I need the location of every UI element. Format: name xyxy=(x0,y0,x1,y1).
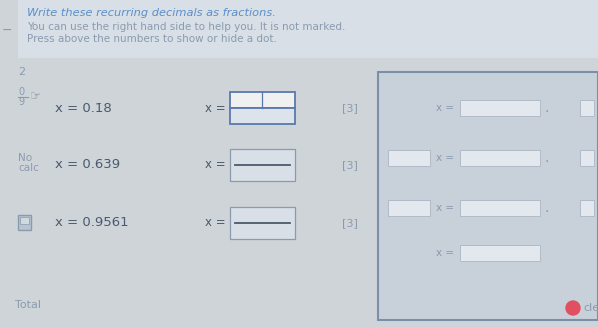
Text: 0: 0 xyxy=(18,87,24,97)
Bar xyxy=(460,200,540,216)
Text: [3]: [3] xyxy=(342,103,358,113)
Text: .: . xyxy=(544,101,548,115)
Text: Press above the numbers to show or hide a dot.: Press above the numbers to show or hide … xyxy=(27,34,277,44)
Bar xyxy=(230,149,295,181)
Bar xyxy=(580,200,594,216)
Bar xyxy=(18,0,598,58)
Text: x = 0.6̇3̇9: x = 0.6̇3̇9 xyxy=(55,159,120,171)
Text: No: No xyxy=(18,153,32,163)
Text: .: . xyxy=(544,151,548,165)
Text: x =: x = xyxy=(436,248,454,258)
Text: You can use the right hand side to help you. It is not marked.: You can use the right hand side to help … xyxy=(27,22,346,32)
Bar xyxy=(230,92,295,108)
Text: x =: x = xyxy=(436,203,454,213)
Text: −: − xyxy=(2,24,13,37)
Text: ☞: ☞ xyxy=(30,91,41,104)
Bar xyxy=(20,217,29,224)
Text: [3]: [3] xyxy=(342,218,358,228)
Text: 2: 2 xyxy=(18,67,25,77)
Text: x = 0.956̇1: x = 0.956̇1 xyxy=(55,216,129,230)
Bar xyxy=(18,215,31,230)
Text: x =: x = xyxy=(205,216,225,230)
Bar xyxy=(460,150,540,166)
Text: x =: x = xyxy=(436,153,454,163)
Text: calc: calc xyxy=(18,163,39,173)
Bar xyxy=(388,200,430,216)
Text: x =: x = xyxy=(436,103,454,113)
Bar xyxy=(388,150,430,166)
Text: 9: 9 xyxy=(18,97,24,107)
Bar xyxy=(580,100,594,116)
Text: x =: x = xyxy=(205,101,225,114)
Text: x = 0.1̇8: x = 0.1̇8 xyxy=(55,101,112,114)
Text: x =: x = xyxy=(205,159,225,171)
Text: Total: Total xyxy=(15,300,41,310)
Text: .: . xyxy=(544,201,548,215)
Text: [3]: [3] xyxy=(342,160,358,170)
Bar xyxy=(230,207,295,239)
Bar xyxy=(460,100,540,116)
Bar xyxy=(580,150,594,166)
Circle shape xyxy=(566,301,580,315)
Text: clear: clear xyxy=(583,303,598,313)
Bar xyxy=(378,72,598,320)
Bar xyxy=(460,245,540,261)
Bar xyxy=(230,108,295,124)
Text: Write these recurring decimals as fractions.: Write these recurring decimals as fracti… xyxy=(27,8,276,18)
